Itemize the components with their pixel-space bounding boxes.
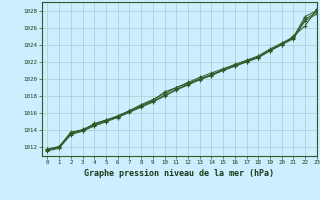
X-axis label: Graphe pression niveau de la mer (hPa): Graphe pression niveau de la mer (hPa) xyxy=(84,169,274,178)
